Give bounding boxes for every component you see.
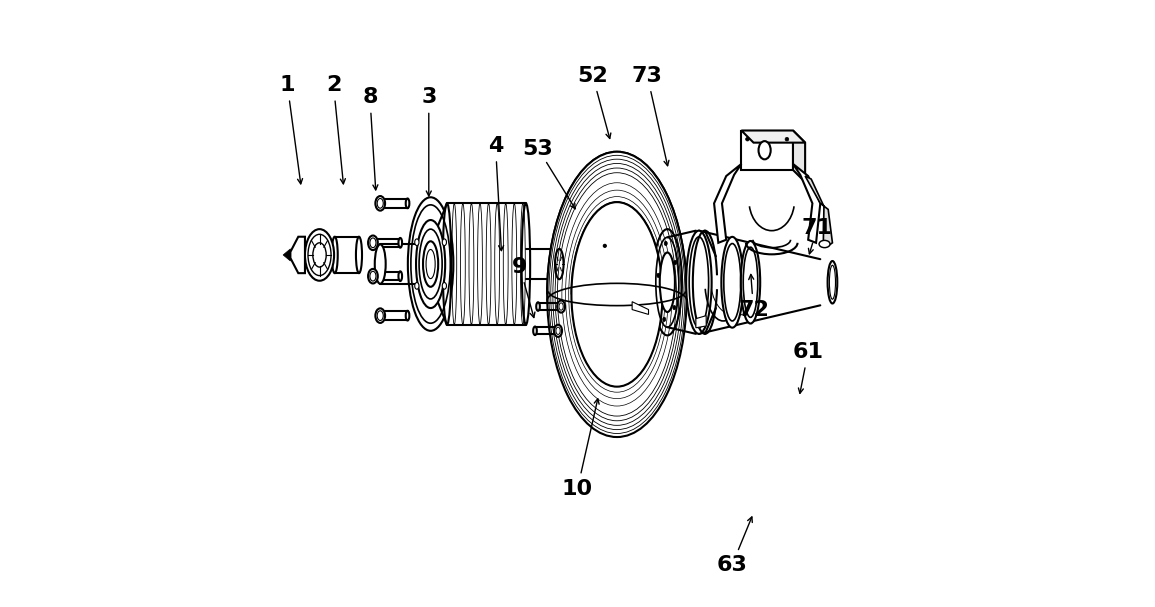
Ellipse shape <box>405 198 409 208</box>
Polygon shape <box>632 302 648 314</box>
Ellipse shape <box>547 152 687 437</box>
Text: 8: 8 <box>363 87 378 107</box>
Ellipse shape <box>374 244 386 284</box>
Text: 2: 2 <box>326 75 341 95</box>
Ellipse shape <box>442 282 447 289</box>
Ellipse shape <box>442 203 452 325</box>
Text: 1: 1 <box>280 75 296 95</box>
Text: 10: 10 <box>562 479 593 498</box>
Ellipse shape <box>556 249 564 279</box>
Ellipse shape <box>663 317 665 322</box>
Ellipse shape <box>375 308 385 323</box>
Text: 73: 73 <box>632 66 663 86</box>
Polygon shape <box>283 249 290 261</box>
Ellipse shape <box>819 240 830 248</box>
Ellipse shape <box>653 229 681 335</box>
Text: 72: 72 <box>738 300 769 319</box>
Text: 3: 3 <box>422 87 437 107</box>
Ellipse shape <box>657 273 660 277</box>
Ellipse shape <box>664 241 668 245</box>
Polygon shape <box>714 164 742 243</box>
Ellipse shape <box>305 229 334 280</box>
Ellipse shape <box>534 327 537 335</box>
Text: 4: 4 <box>487 136 504 155</box>
Ellipse shape <box>398 271 402 281</box>
Ellipse shape <box>828 261 837 304</box>
Polygon shape <box>742 131 793 170</box>
Ellipse shape <box>557 300 565 313</box>
Ellipse shape <box>746 137 750 141</box>
Ellipse shape <box>331 237 337 273</box>
Ellipse shape <box>785 137 789 141</box>
Polygon shape <box>805 176 833 246</box>
Polygon shape <box>290 237 305 273</box>
Ellipse shape <box>722 237 743 328</box>
Ellipse shape <box>398 238 402 248</box>
Ellipse shape <box>660 253 675 312</box>
Ellipse shape <box>442 239 447 246</box>
Ellipse shape <box>405 311 409 320</box>
Ellipse shape <box>554 325 562 337</box>
Ellipse shape <box>686 231 711 334</box>
Text: 53: 53 <box>523 139 553 158</box>
Ellipse shape <box>415 282 419 289</box>
Ellipse shape <box>522 203 530 325</box>
Polygon shape <box>793 131 805 182</box>
Ellipse shape <box>356 237 362 273</box>
Ellipse shape <box>603 245 606 248</box>
Polygon shape <box>742 131 805 143</box>
Ellipse shape <box>740 241 760 324</box>
Ellipse shape <box>415 239 419 246</box>
Ellipse shape <box>368 269 378 283</box>
Text: 61: 61 <box>792 342 824 362</box>
Ellipse shape <box>416 220 445 308</box>
Polygon shape <box>793 164 820 243</box>
Ellipse shape <box>375 196 385 211</box>
Ellipse shape <box>423 242 438 287</box>
Polygon shape <box>447 203 526 325</box>
Text: 9: 9 <box>512 257 528 277</box>
Ellipse shape <box>408 197 454 331</box>
Text: 71: 71 <box>802 218 833 237</box>
Ellipse shape <box>673 260 677 265</box>
Ellipse shape <box>536 302 539 311</box>
Ellipse shape <box>368 236 378 250</box>
Text: 52: 52 <box>578 66 608 86</box>
Text: 63: 63 <box>717 555 747 574</box>
Ellipse shape <box>572 202 663 387</box>
Ellipse shape <box>673 305 676 310</box>
Ellipse shape <box>427 244 434 284</box>
Ellipse shape <box>759 141 770 160</box>
Polygon shape <box>695 316 706 328</box>
